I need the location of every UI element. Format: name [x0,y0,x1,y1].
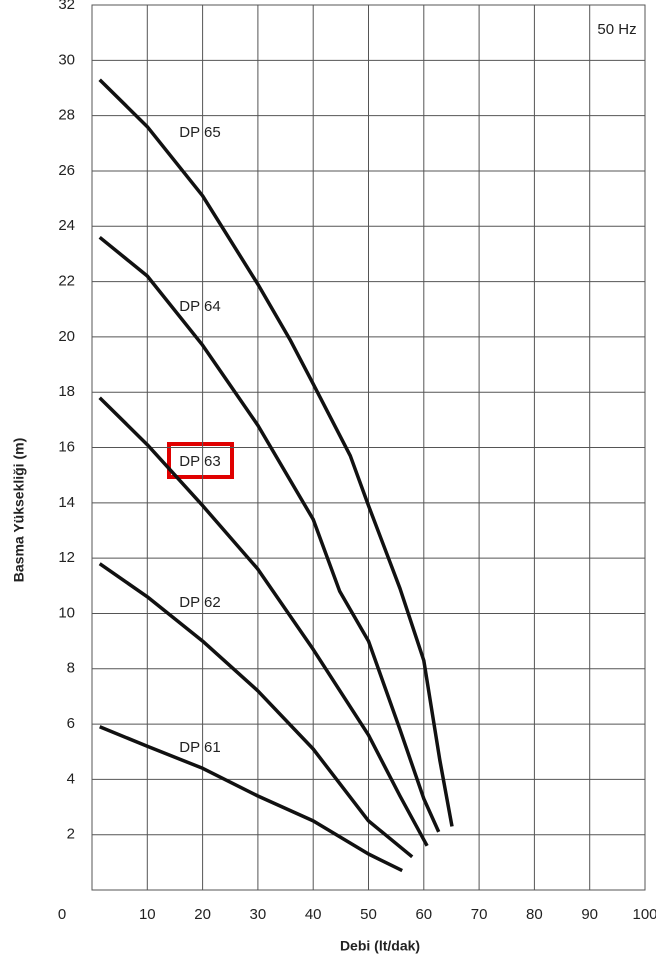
x-tick-label: 40 [305,906,322,923]
y-tick-label: 14 [58,494,75,511]
series-label: DP 65 [179,124,220,141]
x-tick-label: 0 [58,906,66,923]
y-tick-label: 18 [58,383,75,400]
series-label: DP 64 [179,298,220,315]
y-tick-label: 22 [58,273,75,290]
highlight-box [167,442,234,479]
x-tick-label: 90 [581,906,598,923]
curve [98,235,441,833]
curve [99,725,403,873]
y-tick-label: 12 [58,549,75,566]
x-tick-label: 50 [360,906,377,923]
x-tick-label: 10 [139,906,156,923]
x-axis-title: Debi (lt/dak) [340,938,420,954]
x-tick-label: 80 [526,906,543,923]
x-tick-label: 100 [632,906,656,923]
y-tick-label: 28 [58,107,75,124]
series-label: DP 63 [179,453,220,470]
y-axis-title: Basma Yüksekliği (m) [11,438,27,582]
y-tick-label: 4 [67,770,75,787]
y-tick-label: 16 [58,438,75,455]
series-label: DP 61 [179,739,220,756]
series-label: DP 62 [179,594,220,611]
y-tick-label: 6 [67,715,75,732]
y-tick-label: 26 [58,162,75,179]
x-tick-label: 20 [194,906,211,923]
y-tick-label: 20 [58,328,75,345]
y-tick-label: 10 [58,604,75,621]
y-tick-label: 30 [58,51,75,68]
curve [98,78,454,827]
y-tick-label: 2 [67,826,75,843]
x-tick-label: 60 [415,906,432,923]
annotation: 50 Hz [597,21,636,38]
curve [98,396,429,847]
x-tick-label: 70 [471,906,488,923]
y-tick-label: 24 [58,217,75,234]
curve [98,562,414,859]
y-tick-label: 32 [58,0,75,13]
x-tick-label: 30 [250,906,267,923]
y-tick-label: 8 [67,660,75,677]
